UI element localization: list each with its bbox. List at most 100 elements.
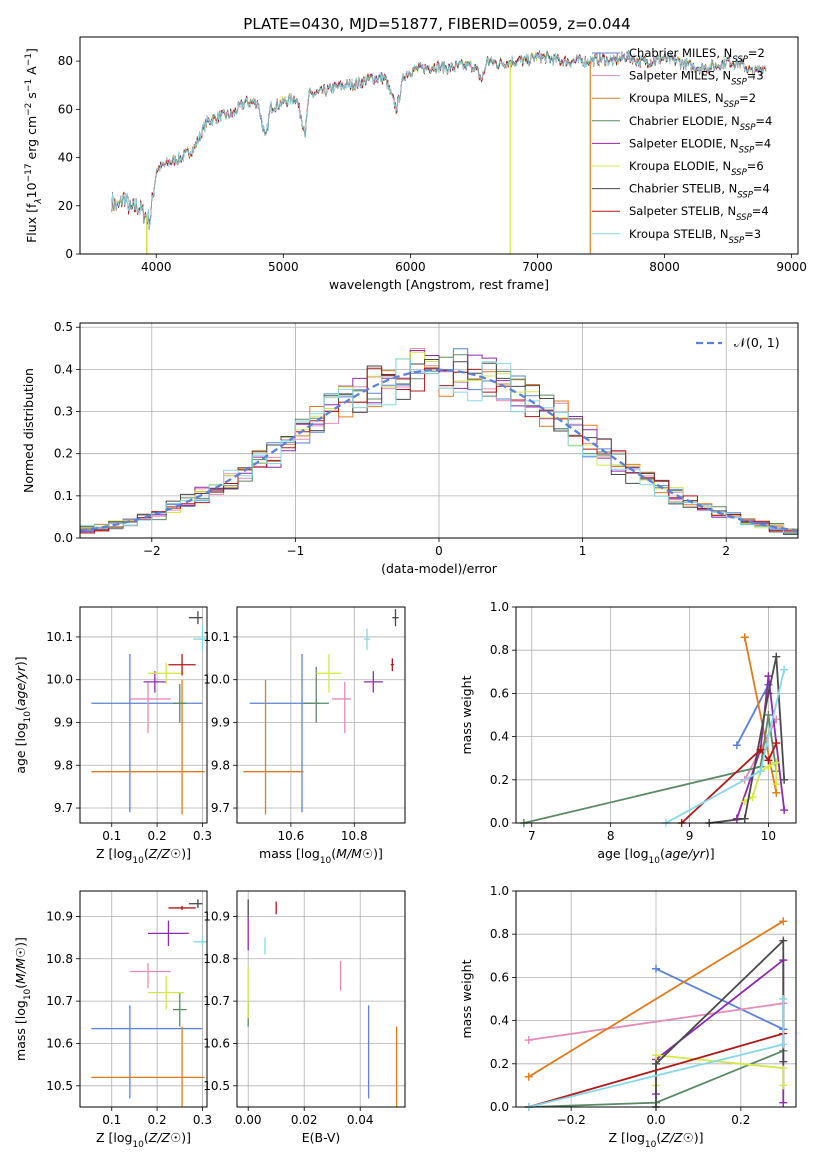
spectrum-chart: 4000 5000 6000 7000 8000 9000 0 20 40 60 80 wavelen… xyxy=(24,36,807,292)
label-part: mass [log xyxy=(13,1000,28,1061)
y-tick-label: 9.9 xyxy=(54,715,73,729)
x-tick-label: 0.2 xyxy=(148,1113,167,1127)
weight-marker xyxy=(779,1040,788,1049)
x-tick-label: 0.1 xyxy=(102,1113,121,1127)
label-part: )] xyxy=(694,1130,704,1145)
y-axis-label: mass [log10(M/M☉)] xyxy=(13,937,33,1061)
x-tick-label: 0 xyxy=(435,544,443,558)
y-tick-label: 0.0 xyxy=(490,1100,509,1114)
label-part: ( xyxy=(656,1130,661,1145)
label-sub: 10 xyxy=(649,856,661,866)
legend-label: Kroupa ELODIE, NSSP=6 xyxy=(629,159,764,178)
y-tick-label: 10.9 xyxy=(203,909,230,923)
weight-line xyxy=(528,920,784,1078)
y-tick-label: 20 xyxy=(58,199,73,213)
y-tick-label: 60 xyxy=(58,102,73,116)
residuals-histogram: −2 −1 0 1 2 0.0 0.1 0.2 0.3 0.4 0.5 (data-model)/er… xyxy=(21,320,799,576)
legend-text: =4 xyxy=(755,114,772,128)
x-tick-label: 10 xyxy=(761,829,776,843)
label-part: −2 xyxy=(24,103,34,116)
weight-marker xyxy=(652,1051,660,1060)
x-tick-label: 0.3 xyxy=(193,1113,212,1127)
weight-line xyxy=(709,656,786,823)
axes-frame xyxy=(79,322,799,539)
x-tick-label: 0.02 xyxy=(291,1113,318,1127)
axes-frame xyxy=(79,890,208,1108)
weight-marker xyxy=(756,767,765,776)
legend-label: 𝒩(0, 1) xyxy=(734,335,780,350)
y-tick-label: 9.8 xyxy=(54,758,73,772)
mass-age-chart: 10.6 10.8 9.7 9.8 9.9 10.0 10.1 mass [log10(M/M… xyxy=(203,606,406,866)
legend-text: Salpeter ELODIE, N xyxy=(629,136,739,150)
legend-sub: SSP xyxy=(740,123,756,133)
y-tick-label: 0.0 xyxy=(490,816,509,830)
axes-frame xyxy=(236,890,406,1108)
x-tick-label: −0.2 xyxy=(557,1113,586,1127)
x-axis-label: mass [log10(M/M☉)] xyxy=(259,846,383,866)
label-part: mass [log xyxy=(259,846,320,861)
legend-sub: SSP xyxy=(731,78,747,88)
weight-marker xyxy=(732,741,741,750)
weight-line xyxy=(736,684,770,746)
x-axis-label: wavelength [Angstrom, rest frame] xyxy=(329,277,549,292)
weight-marker xyxy=(524,1072,533,1081)
label-part: λ xyxy=(34,198,44,204)
y-axis-label: mass weight xyxy=(459,959,474,1038)
weight-marker xyxy=(756,745,765,754)
weight-line xyxy=(655,938,785,1107)
label-part: Z [log xyxy=(96,846,132,861)
weight-marker xyxy=(764,756,773,765)
y-tick-label: 0.6 xyxy=(490,970,509,984)
label-part: s xyxy=(24,92,39,103)
label-part: ( xyxy=(144,1130,149,1145)
y-tick-label: 10.0 xyxy=(203,673,230,687)
legend-text: Kroupa STELIB, N xyxy=(629,227,729,241)
legend-text: =4 xyxy=(752,204,769,218)
y-tick-label: 1.0 xyxy=(490,884,509,898)
weight-marker xyxy=(779,995,788,1003)
weight-marker xyxy=(740,814,749,823)
legend-label: Chabrier STELIB, NSSP=4 xyxy=(629,182,770,201)
y-tick-label: 0.4 xyxy=(54,362,73,376)
label-sub: 10 xyxy=(132,856,144,866)
legend-sub: SSP xyxy=(724,100,740,110)
y-tick-label: 0.4 xyxy=(490,730,509,744)
label-part: ( xyxy=(660,846,665,861)
legend-text: Chabrier MILES, N xyxy=(629,46,732,60)
y-tick-label: 10.7 xyxy=(46,994,73,1008)
legend-sub: SSP xyxy=(732,55,748,65)
x-tick-label: 1 xyxy=(579,544,587,558)
y-tick-label: 9.8 xyxy=(211,758,230,772)
legend-text: =4 xyxy=(754,136,771,150)
legend-text: =2 xyxy=(748,46,765,60)
ebv-mass-chart: 0.00 0.02 0.04 10.5 10.6 10.7 10.8 10.9 E(B-V) xyxy=(203,890,406,1145)
x-tick-label: −1 xyxy=(287,544,305,558)
legend-sub: SSP xyxy=(739,145,755,155)
y-tick-label: 0.1 xyxy=(54,489,73,503)
y-tick-label: 0.3 xyxy=(54,405,73,419)
x-tick-label: 5000 xyxy=(268,260,299,274)
weight-marker xyxy=(779,917,788,926)
x-tick-label: 7000 xyxy=(522,260,553,274)
x-tick-label: 6000 xyxy=(395,260,426,274)
x-tick-label: 10.6 xyxy=(278,829,305,843)
legend-text: Chabrier STELIB, N xyxy=(629,182,737,196)
weight-marker xyxy=(772,758,781,767)
label-sub: 10 xyxy=(132,1140,144,1150)
weight-marker xyxy=(764,672,773,681)
legend-label: Salpeter ELODIE, NSSP=4 xyxy=(629,136,771,155)
weight-marker xyxy=(780,775,789,784)
y-tick-label: 0.8 xyxy=(490,643,509,657)
legend-sub: SSP xyxy=(731,168,747,178)
label-part: ] xyxy=(24,48,39,53)
y-tick-label: 0.0 xyxy=(54,531,73,545)
weight-marker xyxy=(780,806,789,815)
y-tick-label: 9.7 xyxy=(54,801,73,815)
x-axis-label: E(B-V) xyxy=(302,1130,341,1145)
axes-frame xyxy=(236,606,406,824)
x-tick-label: 0.2 xyxy=(148,829,167,843)
histogram-step xyxy=(80,358,798,534)
label-sub: 10 xyxy=(645,1140,657,1150)
label-sub: 10 xyxy=(23,988,33,1000)
label-part: 10 xyxy=(24,182,39,198)
